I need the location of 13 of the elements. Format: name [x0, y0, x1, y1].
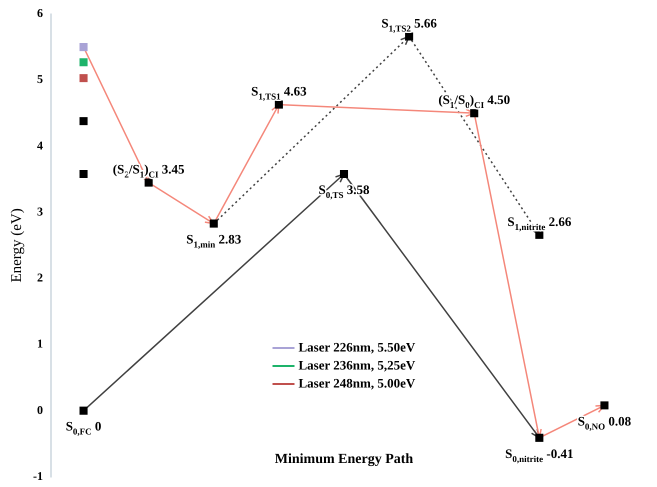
y-tick-label: 0 — [36, 402, 43, 417]
y-tick-label: 4 — [36, 138, 43, 152]
y-tick-label: 3 — [36, 204, 43, 218]
y-tick-label: 6 — [36, 6, 43, 20]
legend-label: Laser 226nm, 5.50eV — [298, 339, 416, 354]
y-tick-label: 2 — [36, 270, 43, 285]
y-tick-label: 1 — [36, 336, 43, 351]
legend-label: Laser 236nm, 5,25eV — [298, 357, 416, 372]
x-axis-title: Minimum Energy Path — [274, 452, 414, 467]
y-tick-label: -1 — [32, 468, 43, 483]
y-tick-label: 5 — [36, 72, 43, 86]
y-axis-title: Energy (eV) — [8, 208, 25, 283]
legend-label: Laser 248nm, 5.00eV — [298, 375, 416, 390]
